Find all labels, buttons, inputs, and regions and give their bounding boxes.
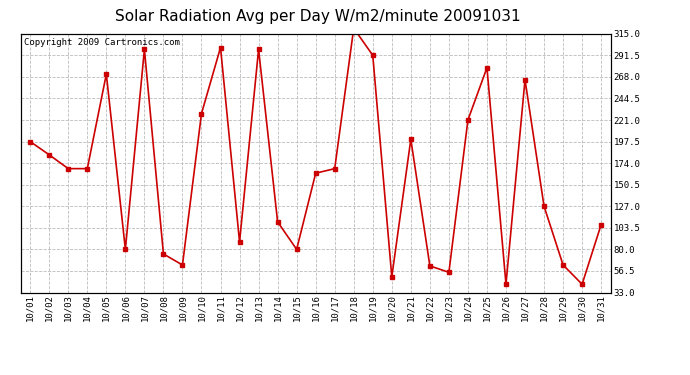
Text: Solar Radiation Avg per Day W/m2/minute 20091031: Solar Radiation Avg per Day W/m2/minute … (115, 9, 520, 24)
Text: Copyright 2009 Cartronics.com: Copyright 2009 Cartronics.com (23, 38, 179, 46)
